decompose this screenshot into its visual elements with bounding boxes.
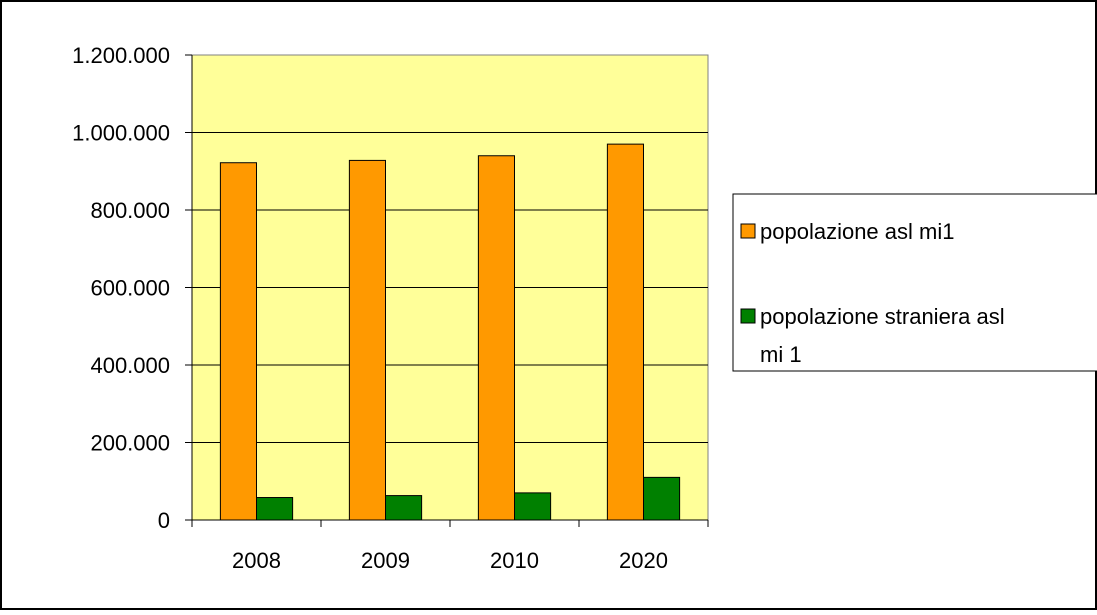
bar-straniera-2020 (643, 476, 681, 521)
legend-swatch (740, 308, 756, 324)
y-tick-label: 400.000 (90, 353, 170, 378)
legend-box (732, 193, 1097, 372)
legend-label: popolazione asl mi1 (760, 219, 954, 244)
legend-label: mi 1 (760, 342, 802, 367)
y-tick-labels: 0 200.000 400.000 600.000 800.000 1.000.000 1.… (72, 43, 170, 533)
bar-popolazione-2009 (348, 159, 387, 521)
y-tick-label: 800.000 (90, 198, 170, 223)
y-tick-label: 0 (158, 508, 170, 533)
bar-popolazione-2010 (477, 155, 516, 521)
bar-popolazione-2008 (219, 162, 258, 521)
bars (219, 143, 681, 521)
legend-swatch (740, 223, 756, 239)
y-tick-label: 600.000 (90, 276, 170, 301)
y-tick-label: 200.000 (90, 431, 170, 456)
x-tick-label: 2009 (361, 548, 410, 573)
x-tick-labels: 2008 2009 2010 2020 (232, 548, 668, 573)
x-tick-label: 2020 (619, 548, 668, 573)
bar-straniera-2010 (514, 492, 552, 521)
legend-label: popolazione straniera asl (760, 304, 1005, 329)
x-tick-label: 2008 (232, 548, 281, 573)
bar-popolazione-2020 (606, 143, 645, 521)
x-tick-label: 2010 (490, 548, 539, 573)
bar-straniera-2009 (385, 495, 423, 521)
y-tick-label: 1.200.000 (72, 43, 170, 68)
legend: popolazione asl mi1 popolazione straniera… (732, 193, 1097, 372)
axes (185, 54, 709, 527)
bar-straniera-2008 (256, 497, 294, 521)
y-tick-label: 1.000.000 (72, 121, 170, 146)
